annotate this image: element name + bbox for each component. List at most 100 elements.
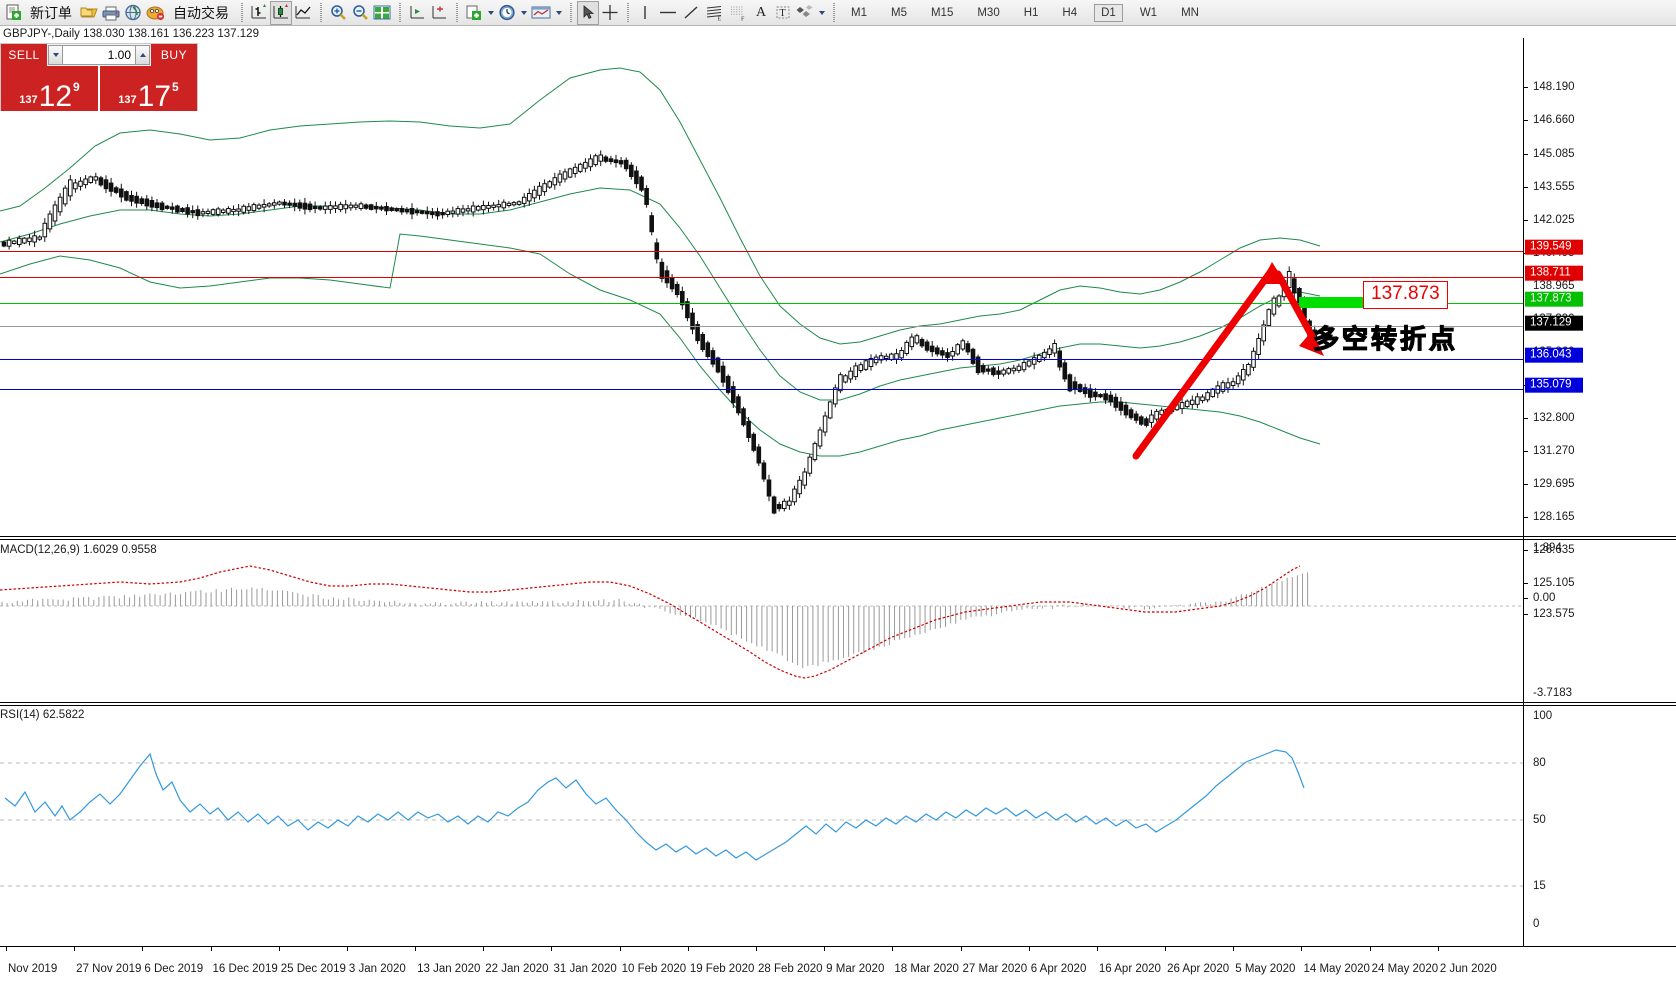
- timeframe-h1[interactable]: H1: [1023, 6, 1039, 19]
- sell-price-display[interactable]: 137 12 9: [1, 66, 100, 111]
- svg-text:E: E: [718, 17, 722, 22]
- vertical-line-icon[interactable]: [634, 1, 656, 25]
- level-line-138711[interactable]: [0, 277, 1523, 278]
- price-axis-label: 145.085: [1533, 148, 1575, 160]
- period-clock-icon[interactable]: [496, 1, 518, 25]
- date-axis-tick: [1437, 947, 1439, 951]
- crosshair-icon[interactable]: [599, 1, 621, 25]
- chevron-down-icon[interactable]: [518, 2, 529, 24]
- date-axis-tick: [74, 947, 76, 951]
- timeframe-h4[interactable]: H4: [1062, 6, 1078, 19]
- sell-button[interactable]: SELL: [1, 44, 47, 66]
- level-badge-support-1[interactable]: 136.043: [1525, 347, 1583, 363]
- toolbar-separator: [453, 2, 460, 23]
- rsi-axis-label-0: 0: [1533, 918, 1540, 930]
- sell-price-pip: 9: [73, 80, 80, 94]
- price-chart-pane[interactable]: 137.873 多空转折点: [0, 38, 1523, 535]
- new-order-icon[interactable]: [2, 1, 24, 25]
- date-axis-label: 2 Jun 2020: [1439, 963, 1497, 975]
- folder-icon[interactable]: [78, 1, 100, 25]
- volume-increase-button[interactable]: [135, 45, 150, 65]
- date-axis[interactable]: Nov 2019 27 Nov 2019 6 Dec 2019 16 Dec 2019…: [0, 946, 1676, 984]
- buy-button[interactable]: BUY: [151, 44, 197, 66]
- timeframe-m1[interactable]: M1: [851, 6, 867, 19]
- chevron-down-icon[interactable]: [816, 2, 827, 24]
- timeframe-m5[interactable]: M5: [890, 6, 907, 19]
- add-indicator-icon[interactable]: [463, 1, 485, 25]
- date-axis-tick: [960, 947, 962, 951]
- date-axis-tick: [687, 947, 689, 951]
- globe-icon[interactable]: [122, 1, 144, 25]
- date-axis-label: 24 May 2020: [1371, 963, 1439, 975]
- level-badge-last-price[interactable]: 137.129: [1525, 315, 1583, 331]
- macd-pane-divider: [0, 536, 1676, 537]
- indicators-icon[interactable]: [428, 1, 450, 25]
- autotrading-button[interactable]: 自动交易: [167, 1, 235, 25]
- chevron-down-icon[interactable]: [485, 2, 496, 24]
- level-badge-resistance-1[interactable]: 139.549: [1525, 239, 1583, 255]
- level-badge-pivot[interactable]: 137.873: [1525, 291, 1583, 307]
- level-line-136043[interactable]: [0, 359, 1523, 360]
- macd-chart-pane[interactable]: [0, 550, 1523, 702]
- timeframe-group: M1 M5 M15 M30 H1 H4 D1 W1 MN: [840, 3, 1206, 22]
- one-click-trading-panel[interactable]: SELL 1.00 BUY 137 12 9 137 17 5: [0, 43, 198, 111]
- rsi-pane-divider: [0, 702, 1676, 703]
- robot-icon[interactable]: [144, 1, 167, 25]
- volume-decrease-button[interactable]: [48, 45, 63, 65]
- timeframe-d1[interactable]: D1: [1094, 3, 1123, 22]
- date-axis-tick: [551, 947, 553, 951]
- level-badge-support-2[interactable]: 135.079: [1525, 377, 1583, 393]
- templates-icon[interactable]: [529, 1, 553, 25]
- date-axis-tick: [1096, 947, 1098, 951]
- level-line-137129[interactable]: [0, 326, 1523, 327]
- zoom-in-icon[interactable]: [327, 1, 349, 25]
- timeframe-mn[interactable]: MN: [1181, 6, 1199, 19]
- bar-chart-icon[interactable]: [248, 1, 270, 25]
- volume-stepper[interactable]: 1.00: [47, 44, 151, 66]
- chart-container[interactable]: 137.873 多空转折点 MACD(12,26,9) 1.6029 0.955…: [0, 38, 1676, 975]
- date-axis-tick: [210, 947, 212, 951]
- volume-input[interactable]: 1.00: [63, 45, 135, 65]
- axis-tick: [1524, 451, 1528, 452]
- price-axis-label: 125.105: [1533, 577, 1575, 589]
- macd-chart-svg: [0, 565, 1523, 679]
- axis-tick: [1524, 550, 1528, 551]
- text-label-icon[interactable]: T: [772, 1, 794, 25]
- oct-price-row: 137 12 9 137 17 5: [1, 66, 197, 111]
- data-window-icon[interactable]: [406, 1, 428, 25]
- level-line-137873[interactable]: [0, 303, 1523, 304]
- candlestick-icon[interactable]: [270, 0, 292, 25]
- text-icon[interactable]: A: [755, 4, 767, 20]
- timeframe-w1[interactable]: W1: [1139, 6, 1158, 19]
- toolbar-separator: [317, 2, 324, 23]
- chevron-down-icon[interactable]: [553, 2, 564, 24]
- price-axis-label: 129.695: [1533, 478, 1575, 490]
- price-axis-column[interactable]: 148.190 146.660 145.085 143.555 142.025 …: [1523, 38, 1676, 946]
- tile-windows-icon[interactable]: [371, 1, 393, 25]
- timeframe-m15[interactable]: M15: [930, 6, 954, 19]
- trendline-icon[interactable]: [680, 1, 702, 25]
- new-order-button[interactable]: 新订单: [24, 1, 78, 25]
- shapes-icon[interactable]: [794, 1, 816, 25]
- macd-axis-label-max: 1.894: [1533, 542, 1562, 554]
- zoom-out-icon[interactable]: [349, 1, 371, 25]
- equidistant-channel-icon[interactable]: F: [726, 1, 750, 25]
- cursor-icon[interactable]: [577, 0, 599, 25]
- axis-tick: [1524, 154, 1528, 155]
- level-line-139549[interactable]: [0, 251, 1523, 252]
- line-chart-icon[interactable]: [292, 1, 314, 25]
- rsi-chart-pane[interactable]: [0, 716, 1523, 906]
- printer-icon[interactable]: [100, 1, 122, 25]
- timeframe-m30[interactable]: M30: [977, 6, 1000, 19]
- buy-price-display[interactable]: 137 17 5: [100, 66, 197, 111]
- level-line-135079[interactable]: [0, 389, 1523, 390]
- date-axis-tick: [824, 947, 826, 951]
- date-axis-tick: [6, 947, 7, 951]
- date-axis-label: Nov 2019: [8, 963, 58, 975]
- horizontal-line-icon[interactable]: [656, 1, 680, 25]
- axis-tick: [1524, 614, 1528, 615]
- level-badge-resistance-2[interactable]: 138.711: [1525, 265, 1583, 281]
- macd-axis-label-min: -3.7183: [1533, 687, 1573, 699]
- fibonacci-icon[interactable]: E: [702, 1, 726, 25]
- rsi-chart-svg: [0, 749, 1523, 887]
